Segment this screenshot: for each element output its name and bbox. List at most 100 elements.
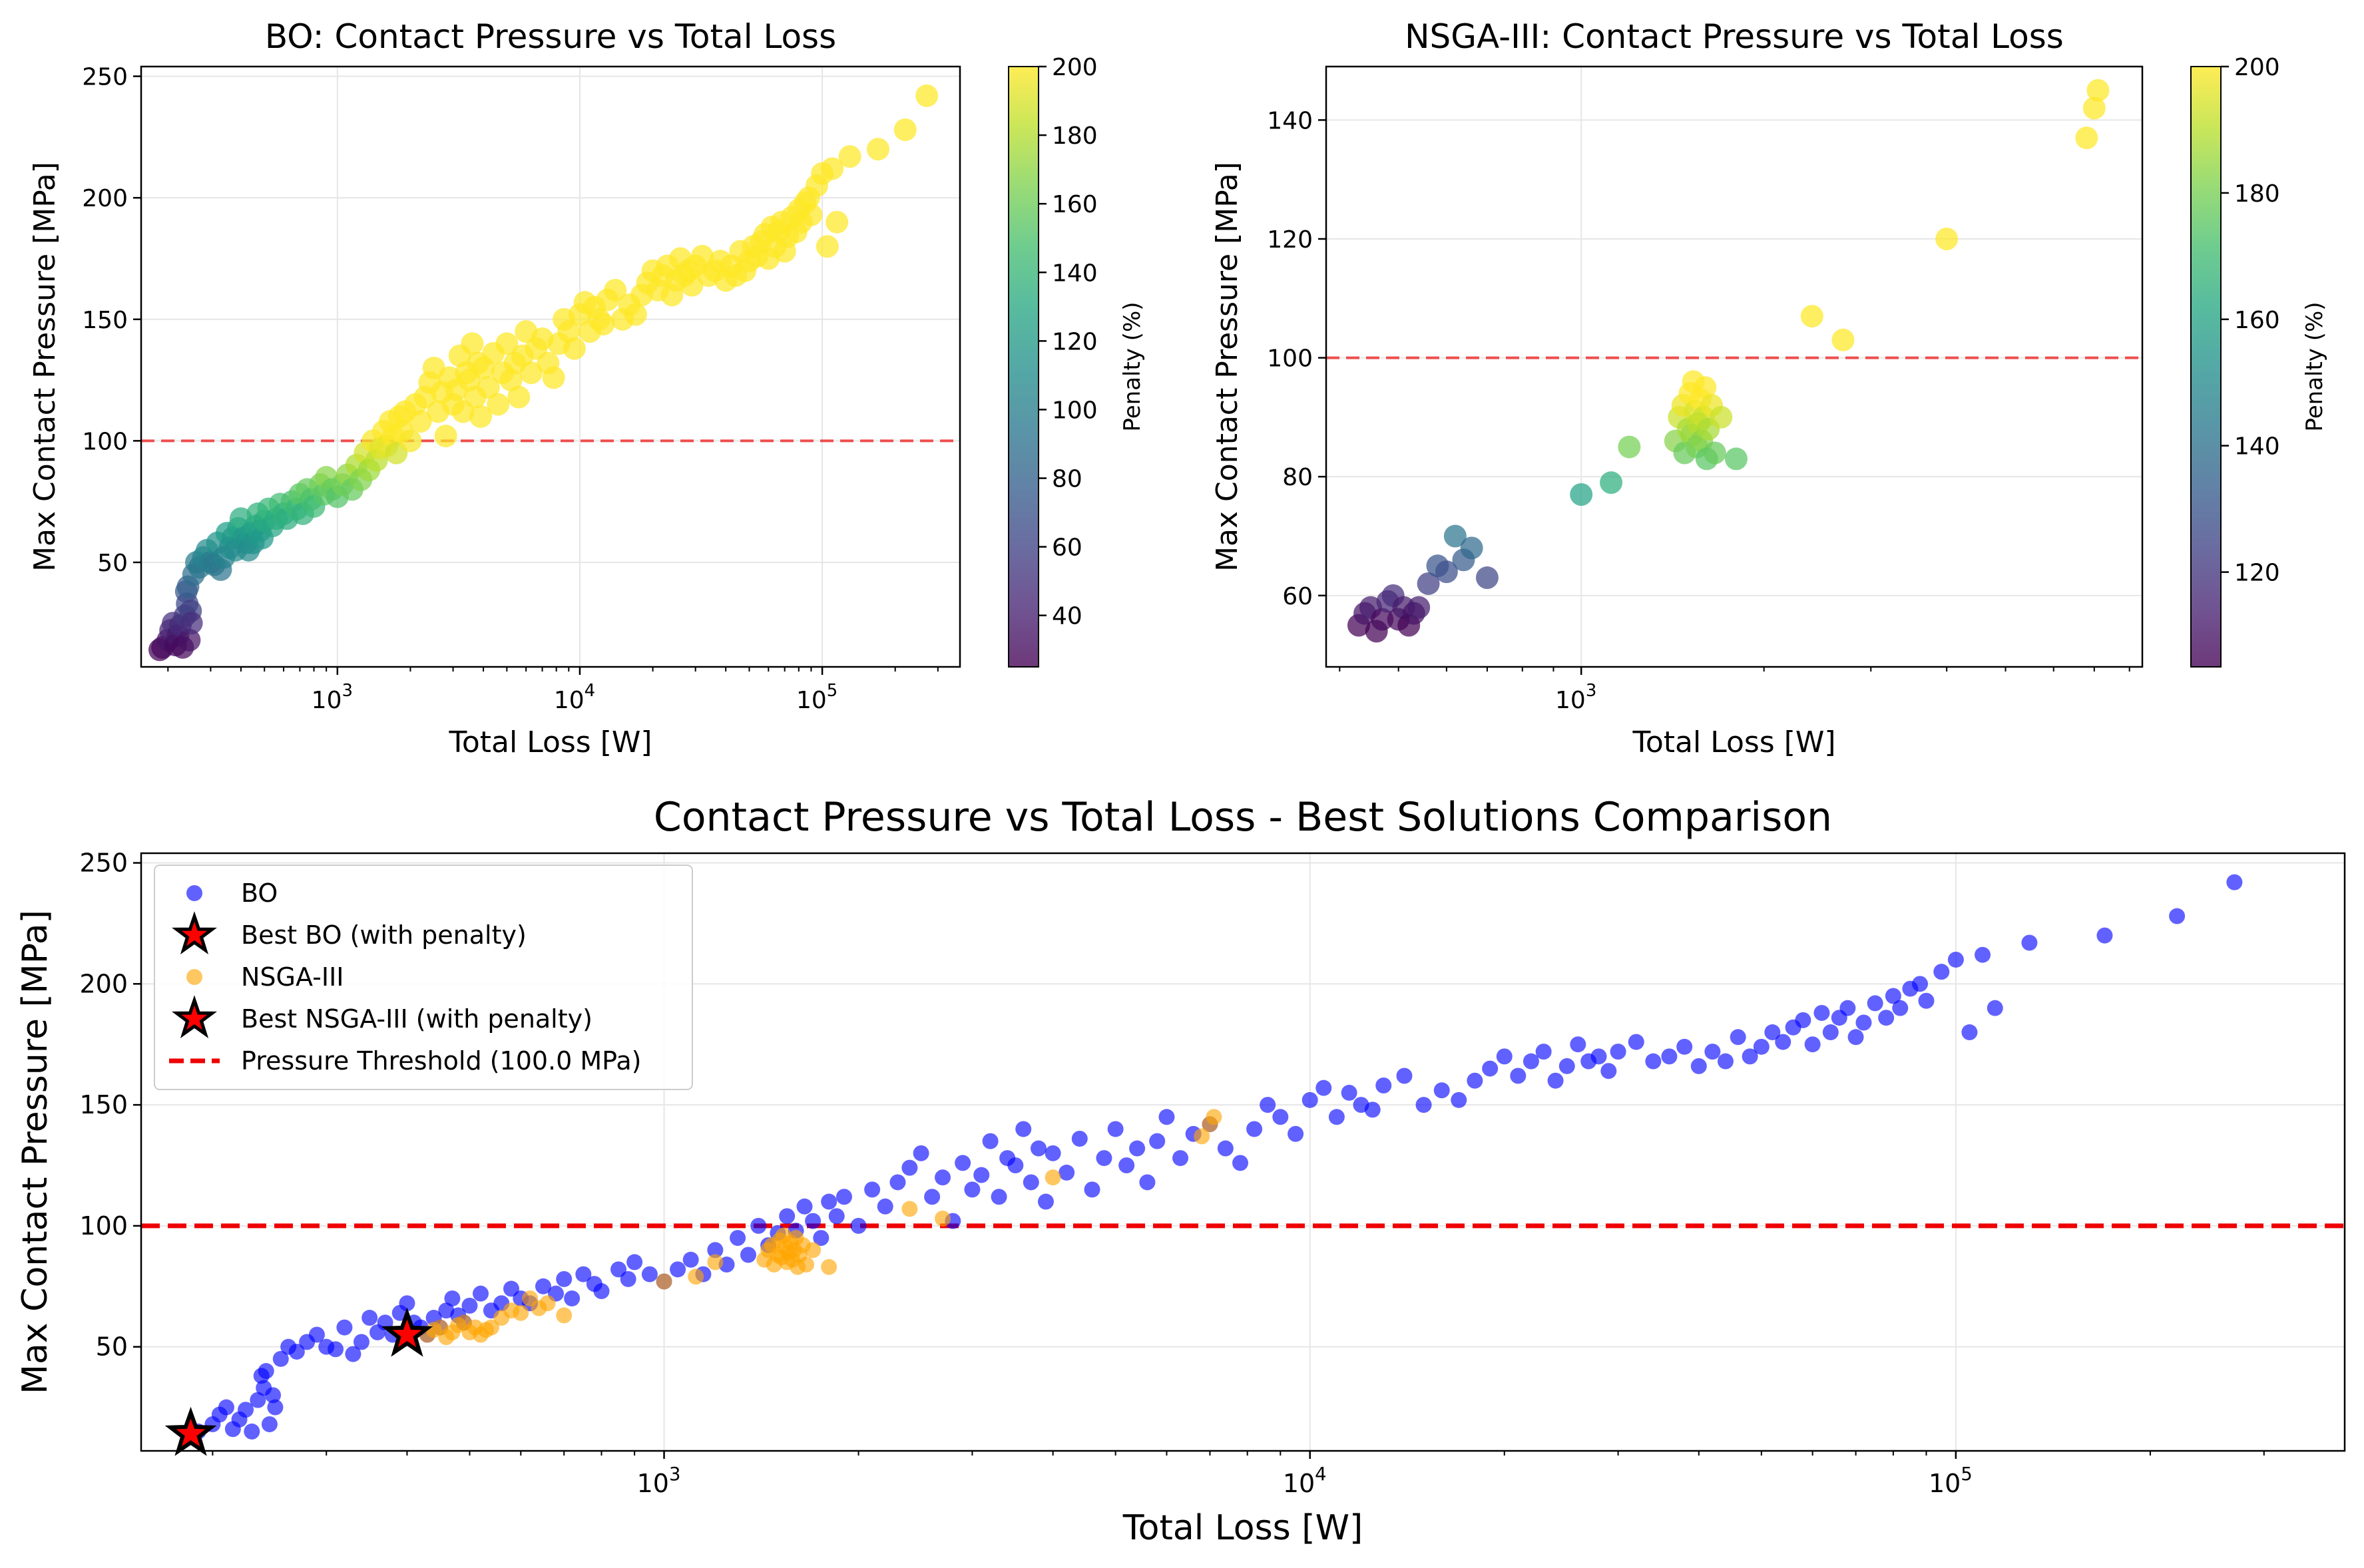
data-point-bo (1496, 1048, 1513, 1065)
data-point-bo (2021, 934, 2038, 951)
data-point-bo (1045, 1145, 1061, 1161)
data-point (434, 425, 457, 448)
colorbar-tick-label: 140 (1052, 260, 1098, 287)
y-tick-label: 120 (1267, 226, 1313, 254)
data-point-bo (265, 1387, 282, 1404)
data-point-bo (250, 1392, 266, 1408)
legend-label: Best BO (with penalty) (241, 920, 527, 950)
data-point (1407, 596, 1431, 619)
data-point-bo (1676, 1038, 1693, 1055)
data-point (2075, 126, 2098, 150)
data-point (557, 320, 581, 343)
x-tick-exp: 3 (669, 1464, 680, 1485)
chart-title: Contact Pressure vs Total Loss - Best So… (654, 794, 1832, 841)
x-axis-label: Total Loss [W] (448, 725, 652, 759)
colorbar-tick-label: 160 (1052, 191, 1098, 218)
data-point-bo (1301, 1091, 1318, 1108)
data-point-bo (641, 1266, 658, 1282)
data-point-bo (1158, 1109, 1175, 1125)
data-point-bo (821, 1193, 837, 1210)
y-tick-label: 150 (79, 1090, 128, 1119)
data-point (469, 405, 493, 428)
data-points (1347, 79, 2110, 643)
data-point-bo (1704, 1044, 1721, 1060)
y-tick-label: 60 (1282, 583, 1313, 610)
data-point (1710, 405, 1733, 429)
data-point-bo (1918, 992, 1935, 1009)
legend-marker (186, 969, 202, 985)
data-point-nsga (556, 1307, 573, 1324)
colorbar-tick-label: 200 (1052, 54, 1098, 81)
legend-marker (172, 995, 217, 1039)
x-tick-exp: 3 (1586, 681, 1596, 701)
data-point-bo (1987, 1000, 2003, 1016)
data-point (624, 303, 647, 326)
best-nsga-star (381, 1307, 433, 1357)
x-tick-label: 104 (1283, 1464, 1327, 1498)
data-point (2086, 79, 2110, 102)
data-point-bo (535, 1278, 552, 1294)
data-point-bo (336, 1319, 353, 1336)
data-point-nsga (539, 1295, 556, 1312)
y-tick-label: 200 (82, 185, 128, 212)
data-point-bo (1885, 988, 1901, 1004)
data-point-bo (444, 1290, 461, 1306)
data-point-bo (1288, 1125, 1304, 1142)
x-axis-label: Total Loss [W] (1632, 725, 1835, 759)
colorbar-frame (2190, 66, 2222, 668)
data-point-bo (1628, 1034, 1644, 1050)
data-point-bo (682, 1251, 699, 1268)
colorbar-label: Penalty (%) (2301, 301, 2328, 431)
best-bo-star (164, 1406, 217, 1456)
data-point (563, 337, 586, 360)
data-point-nsga (688, 1269, 704, 1285)
chart-title: BO: Contact Pressure vs Total Loss (265, 17, 836, 56)
legend-marker (186, 885, 202, 901)
colorbar-tick-label: 120 (1052, 328, 1098, 355)
data-point-bo (955, 1155, 971, 1171)
data-point-bo (2096, 927, 2113, 944)
y-tick-label: 250 (82, 64, 128, 91)
x-tick-base: 10 (312, 687, 342, 714)
data-point-nsga (821, 1259, 837, 1275)
legend-box (154, 865, 693, 1090)
nsga-scatter-chart: 60 80 100 120 140 103 NSGA-III: Contact Pressu… (1210, 17, 2328, 759)
data-point-bo (626, 1254, 643, 1271)
data-point (838, 145, 861, 168)
plot-frame (140, 65, 961, 668)
data-point (867, 138, 890, 161)
x-tick-label: 105 (1929, 1464, 1973, 1498)
data-point-bo (1328, 1109, 1345, 1125)
data-point (2082, 97, 2106, 120)
data-points (148, 84, 939, 662)
data-point-bo (1600, 1063, 1617, 1079)
data-point (1800, 305, 1823, 328)
data-point-bo (1023, 1174, 1039, 1191)
data-point (1371, 608, 1394, 631)
data-point-bo (353, 1334, 369, 1350)
data-point (1435, 560, 1458, 584)
data-point-bo (850, 1217, 867, 1234)
data-point-bo (1795, 1012, 1811, 1028)
data-point (821, 157, 844, 180)
data-point (542, 366, 565, 389)
data-point-bo (1822, 1024, 1839, 1041)
data-point-bo (345, 1346, 361, 1362)
data-point-bo (575, 1266, 592, 1282)
data-point-bo (1523, 1053, 1539, 1070)
x-tick-label: 103 (312, 681, 353, 714)
data-point (461, 332, 484, 355)
y-tick-label: 200 (79, 969, 128, 998)
data-point-bo (267, 1399, 284, 1416)
data-point-bo (1570, 1036, 1586, 1053)
x-tick-label: 103 (637, 1464, 681, 1498)
x-tick-exp: 4 (585, 681, 595, 701)
data-point (487, 393, 510, 416)
data-point-bo (1855, 1014, 1872, 1031)
data-point-bo (1753, 1038, 1770, 1055)
data-point-bo (1912, 976, 1929, 992)
data-point-bo (1149, 1133, 1166, 1149)
data-point-bo (730, 1230, 746, 1247)
data-point-bo (1717, 1053, 1734, 1070)
colorbar-tick-label: 100 (1052, 397, 1098, 424)
